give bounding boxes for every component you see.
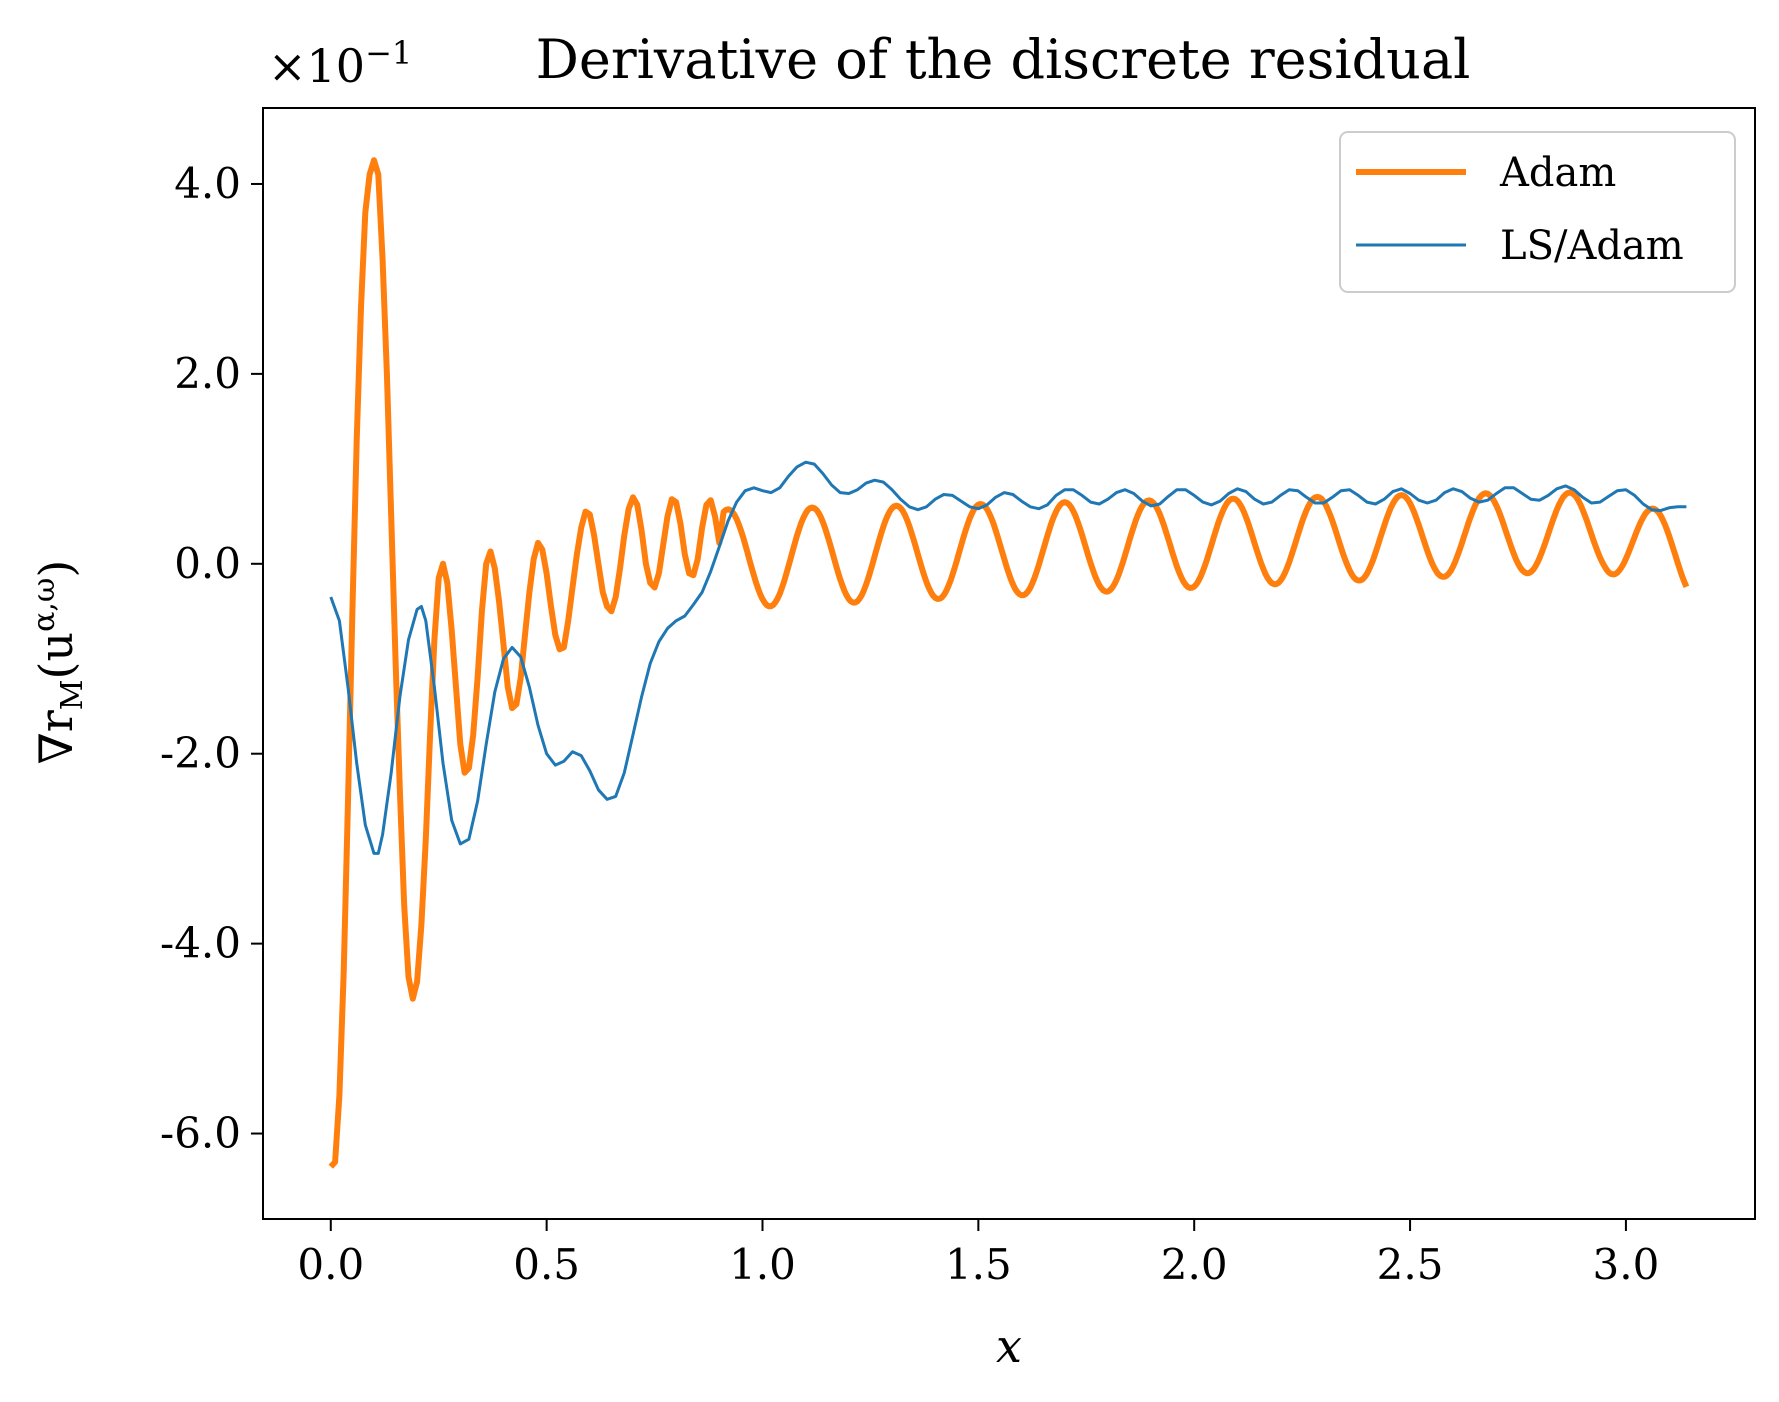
x-axis-label: x [996, 1319, 1022, 1373]
x-tick-label: 0.0 [297, 1240, 364, 1289]
legend: Adam LS/Adam [1339, 131, 1736, 293]
y-tick-label: -4.0 [160, 919, 241, 968]
y-axis-label-close: ) [29, 560, 83, 578]
y-tick-label: 2.0 [174, 349, 241, 398]
x-tick-label: 1.0 [729, 1240, 796, 1289]
x-tick-label: 0.5 [513, 1240, 580, 1289]
chart-title: Derivative of the discrete residual [536, 28, 1471, 91]
y-axis-label-sub: M [55, 679, 90, 710]
y-offset-text: ×10−1 [268, 34, 412, 93]
x-tick-label: 1.5 [945, 1240, 1012, 1289]
x-tick-label: 2.0 [1161, 1240, 1228, 1289]
plot-area: 0.0 0.5 1.0 1.5 2.0 2.5 3.0 -6.0 -4.0 -2.0 0.0 2.0… [160, 107, 1756, 1289]
y-tick-label: -6.0 [160, 1109, 241, 1158]
y-tick-label: 0.0 [174, 539, 241, 588]
y-axis-label-base: ∇r [29, 710, 83, 764]
legend-label-adam: Adam [1499, 150, 1616, 196]
x-tick-label: 3.0 [1593, 1240, 1660, 1289]
y-ticks: -6.0 -4.0 -2.0 0.0 2.0 4.0 [160, 159, 263, 1158]
y-tick-label: 4.0 [174, 159, 241, 208]
series-layer [328, 157, 1690, 1169]
series-line-adam [328, 157, 1690, 1169]
x-tick-label: 2.5 [1377, 1240, 1444, 1289]
y-axis-label-open: (u [29, 632, 83, 680]
x-ticks: 0.0 0.5 1.0 1.5 2.0 2.5 3.0 [297, 1219, 1659, 1289]
y-tick-label: -2.0 [160, 729, 241, 778]
plot-frame [262, 107, 1756, 1220]
y-offset-prefix: ×10 [268, 39, 365, 93]
y-axis-label-sup: α,ω [27, 578, 62, 632]
y-offset-exponent: −1 [365, 34, 412, 72]
legend-label-ls-adam: LS/Adam [1500, 223, 1684, 269]
y-axis-label: ∇rM(uα,ω) [27, 560, 90, 765]
series-line-ls-adam [329, 460, 1687, 855]
